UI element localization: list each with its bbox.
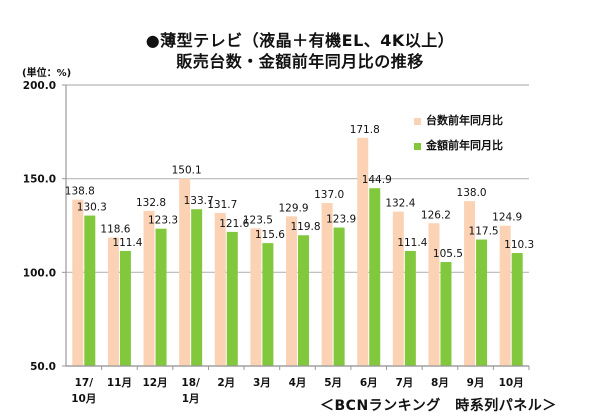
y-tick-label: 150.0 bbox=[23, 174, 56, 186]
bar-units bbox=[179, 178, 191, 366]
bar-amount bbox=[226, 231, 238, 366]
x-tick-label: 5月 bbox=[324, 377, 342, 389]
data-label-units: 138.8 bbox=[65, 186, 95, 198]
legend-swatch-amount bbox=[414, 142, 421, 150]
bar-units bbox=[72, 199, 84, 366]
bar-amount bbox=[440, 262, 452, 366]
chart-title: ●薄型テレビ（液晶＋有機EL、4K以上） bbox=[145, 31, 455, 50]
data-label-units: 137.0 bbox=[314, 189, 344, 201]
bar-amount bbox=[298, 235, 309, 366]
x-tick-label: 10月 bbox=[499, 377, 524, 389]
bar-units bbox=[428, 223, 440, 366]
bar-amount bbox=[262, 243, 274, 366]
source-note: ＜BCNランキング 時系列パネル＞ bbox=[320, 398, 557, 414]
data-label-units: 118.6 bbox=[100, 223, 130, 235]
bar-amount bbox=[511, 253, 523, 366]
data-label-amount: 144.9 bbox=[362, 174, 392, 186]
x-tick-label: 7月 bbox=[395, 377, 413, 389]
x-tick-label: 9月 bbox=[467, 377, 485, 389]
x-tick-label: 6月 bbox=[360, 377, 378, 389]
x-tick-label: 18/ bbox=[181, 377, 200, 389]
data-label-amount: 121.6 bbox=[219, 218, 249, 230]
data-label-amount: 123.3 bbox=[148, 215, 178, 227]
y-axis-unit-label: (単位：%) bbox=[22, 68, 72, 79]
data-label-units: 132.8 bbox=[136, 197, 166, 209]
bar-amount bbox=[119, 250, 131, 366]
data-label-units: 123.5 bbox=[243, 214, 273, 226]
y-tick-label: 200.0 bbox=[23, 80, 56, 92]
legend-label-amount: 金額前年同月比 bbox=[426, 139, 503, 152]
legend-item-units: 台数前年同月比 bbox=[414, 112, 503, 128]
data-label-units: 138.0 bbox=[457, 187, 487, 199]
bar-amount bbox=[476, 239, 488, 366]
data-label-units: 150.1 bbox=[172, 164, 202, 176]
bar-units bbox=[464, 201, 476, 366]
x-tick-label: 2月 bbox=[217, 377, 235, 389]
y-tick-label: 100.0 bbox=[23, 267, 56, 279]
chart-subtitle: 販売台数・金額前年同月比の推移 bbox=[176, 52, 424, 71]
data-label-amount: 111.4 bbox=[397, 237, 427, 249]
bar-units bbox=[214, 212, 226, 366]
bar-amount bbox=[155, 228, 167, 366]
y-tick-label: 50.0 bbox=[30, 361, 56, 373]
x-tick-label: 1月 bbox=[182, 393, 200, 405]
data-label-amount: 130.3 bbox=[77, 202, 107, 214]
data-label-units: 131.7 bbox=[207, 199, 237, 211]
bar-units bbox=[321, 203, 333, 366]
bar-amount bbox=[84, 215, 96, 366]
bar-amount bbox=[369, 188, 381, 366]
x-tick-label: 17/ bbox=[75, 377, 94, 389]
bar-amount bbox=[404, 250, 416, 366]
data-label-units: 126.2 bbox=[421, 209, 451, 221]
data-label-amount: 110.3 bbox=[504, 239, 534, 251]
data-label-units: 129.9 bbox=[278, 202, 308, 214]
bar-units bbox=[107, 237, 119, 366]
data-label-amount: 111.4 bbox=[112, 237, 142, 249]
bar-units bbox=[499, 225, 511, 366]
x-tick-label: 3月 bbox=[253, 377, 271, 389]
bar-units bbox=[250, 228, 262, 366]
bar-amount bbox=[333, 227, 345, 366]
legend-label-units: 台数前年同月比 bbox=[426, 114, 503, 127]
x-tick-label: 10月 bbox=[71, 393, 96, 405]
data-label-amount: 119.8 bbox=[290, 221, 320, 233]
legend-item-amount: 金額前年同月比 bbox=[414, 137, 503, 153]
data-label-amount: 117.5 bbox=[469, 226, 499, 238]
data-label-amount: 105.5 bbox=[433, 248, 463, 260]
x-tick-label: 12月 bbox=[142, 377, 167, 389]
bar-amount bbox=[191, 209, 203, 366]
x-tick-label: 11月 bbox=[107, 377, 132, 389]
data-label-amount: 123.9 bbox=[326, 214, 356, 226]
data-label-units: 124.9 bbox=[492, 212, 522, 224]
x-tick-label: 4月 bbox=[289, 377, 307, 389]
bar-units bbox=[143, 210, 155, 366]
x-tick-label: 8月 bbox=[431, 377, 449, 389]
data-label-amount: 133.7 bbox=[184, 195, 214, 207]
bar-units bbox=[286, 216, 297, 366]
bar-units bbox=[392, 211, 404, 366]
legend-swatch-units bbox=[414, 117, 421, 125]
data-label-units: 132.4 bbox=[385, 198, 415, 210]
data-label-units: 171.8 bbox=[350, 124, 380, 136]
data-label-amount: 115.6 bbox=[255, 229, 285, 241]
bar-units bbox=[357, 137, 369, 366]
